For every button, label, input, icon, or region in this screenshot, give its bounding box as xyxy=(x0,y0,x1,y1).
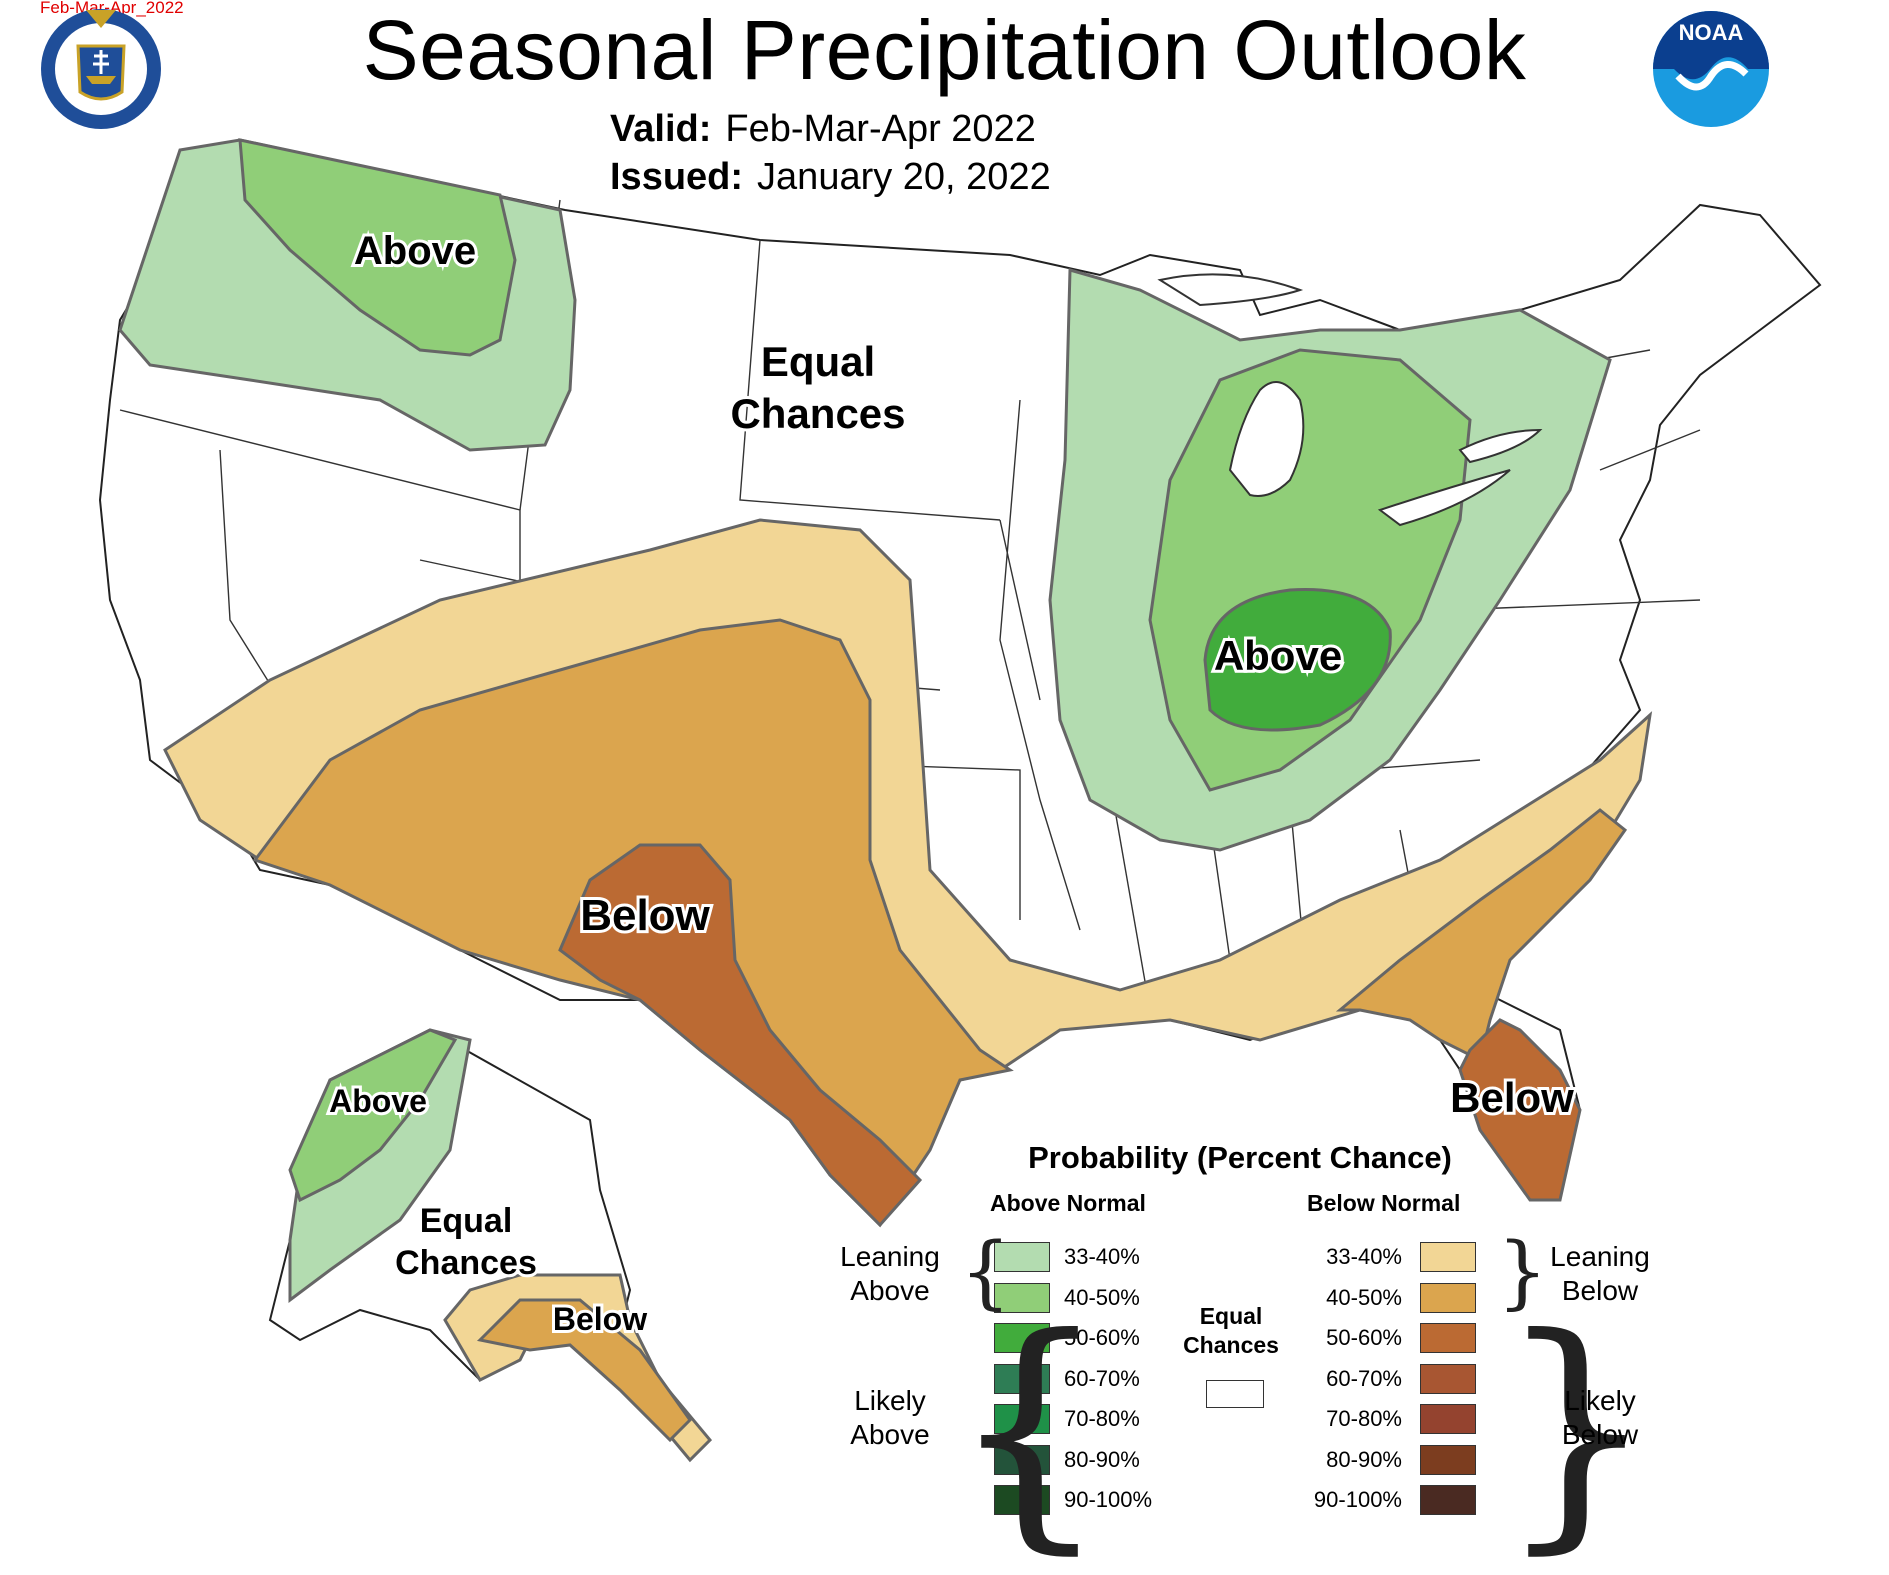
above-swatch-label: 80-90% xyxy=(1064,1446,1140,1472)
likely-below-brace: } xyxy=(1497,1284,1657,1575)
label-ohio-valley-above: Above xyxy=(1214,632,1342,679)
below-swatch xyxy=(1420,1404,1476,1434)
label-alaska-below: Below xyxy=(553,1301,647,1337)
above-swatch xyxy=(994,1242,1050,1272)
leaning-above-label: Leaning Above xyxy=(830,1240,950,1308)
leaning-above-line1: Leaning xyxy=(840,1241,940,1272)
label-central-equal: Equal xyxy=(761,338,875,385)
valid-value: Feb-Mar-Apr 2022 xyxy=(725,108,1036,150)
below-swatch-label: 70-80% xyxy=(1326,1406,1402,1431)
above-swatch xyxy=(994,1404,1050,1434)
leaning-below-line2: Below xyxy=(1561,1275,1639,1306)
label-florida-below: Below xyxy=(1450,1074,1574,1121)
above-swatch xyxy=(994,1363,1050,1394)
above-swatch xyxy=(994,1282,1050,1313)
label-alaska-equal: Equal xyxy=(420,1202,513,1240)
above-swatch-label: 70-80% xyxy=(1064,1406,1140,1431)
leaning-above-brace: { xyxy=(960,1225,1011,1318)
legend-title: Probability (Percent Chance) xyxy=(1028,1140,1452,1175)
below-swatch xyxy=(1420,1444,1476,1475)
above-swatch-label: 50-60% xyxy=(1064,1325,1140,1350)
issued-value: January 20, 2022 xyxy=(757,156,1051,198)
florida-below-50-60 xyxy=(1458,1018,1582,1202)
above-swatch-label: 40-50% xyxy=(1064,1284,1140,1310)
below-swatch-label: 40-50% xyxy=(1326,1284,1402,1310)
likely-above-label: Likely Above xyxy=(830,1384,950,1452)
equal-chances-swatch xyxy=(1206,1380,1264,1408)
noaa-logo: NOAA xyxy=(1649,7,1773,131)
below-swatch xyxy=(1420,1242,1476,1272)
valid-row: Valid: Feb-Mar-Apr 2022 xyxy=(610,108,1036,151)
above-swatch xyxy=(994,1485,1050,1515)
department-of-commerce-seal xyxy=(41,9,161,129)
below-swatch xyxy=(1420,1363,1476,1394)
legend-below-heading: Below Normal xyxy=(1307,1190,1461,1216)
equal-chances-legend-label: Equal Chances xyxy=(1176,1302,1286,1360)
likely-above-brace: { xyxy=(950,1284,1110,1575)
issued-label: Issued: xyxy=(610,156,744,198)
label-central-chances: Chances xyxy=(730,390,905,437)
below-swatch-label: 50-60% xyxy=(1326,1325,1402,1350)
likely-below-line1: Likely xyxy=(1564,1385,1636,1416)
above-swatch-label: 33-40% xyxy=(1064,1244,1140,1269)
ohio-valley-above-50-60 xyxy=(1203,588,1392,732)
below-swatch xyxy=(1420,1323,1476,1353)
below-swatch xyxy=(1420,1282,1476,1313)
legend-above-heading: Above Normal xyxy=(990,1190,1146,1216)
equal-chances-line1: Equal xyxy=(1199,1303,1263,1329)
file-label: Feb-Mar-Apr_2022 xyxy=(40,0,184,17)
valid-label: Valid: xyxy=(610,108,712,150)
likely-below-label: Likely Below xyxy=(1540,1384,1660,1452)
leaning-below-line1: Leaning xyxy=(1550,1241,1650,1272)
below-swatch-label: 60-70% xyxy=(1326,1365,1402,1391)
above-swatch xyxy=(994,1444,1050,1475)
above-swatch-label: 60-70% xyxy=(1064,1365,1140,1391)
label-alaska-chances: Chances xyxy=(395,1244,537,1282)
below-swatch-label: 90-100% xyxy=(1313,1487,1402,1512)
below-swatch-label: 80-90% xyxy=(1326,1446,1402,1472)
above-swatch-label: 90-100% xyxy=(1064,1487,1153,1512)
label-southwest-below: Below xyxy=(580,891,710,940)
leaning-above-line2: Above xyxy=(850,1275,930,1306)
leaning-below-label: Leaning Below xyxy=(1540,1240,1660,1308)
southeast-below-40-50 xyxy=(1335,808,1628,1063)
equal-chances-line2: Chances xyxy=(1183,1332,1279,1358)
likely-below-line2: Below xyxy=(1561,1419,1639,1450)
noaa-logo-text: NOAA xyxy=(1679,20,1744,45)
likely-above-line1: Likely xyxy=(854,1385,926,1416)
below-swatch-label: 33-40% xyxy=(1326,1244,1402,1269)
likely-above-line2: Above xyxy=(850,1419,930,1450)
great-lakes xyxy=(1157,273,1543,527)
alaska-above-40-50 xyxy=(288,1028,458,1203)
below-swatch xyxy=(1420,1485,1476,1515)
alaska-below-40-50 xyxy=(476,1298,692,1443)
issued-row: Issued: January 20, 2022 xyxy=(610,156,1051,199)
precipitation-outlook-map: Above Equal Chances Above Below Below Ab… xyxy=(98,138,1822,1463)
label-northwest-above: Above xyxy=(354,229,476,273)
label-alaska-above: Above xyxy=(329,1083,427,1119)
above-swatch xyxy=(994,1323,1050,1353)
texas-below-50-60 xyxy=(558,843,923,1228)
leaning-below-brace: } xyxy=(1497,1225,1548,1318)
page-title: Seasonal Precipitation Outlook xyxy=(362,3,1527,97)
northwest-above-40-50 xyxy=(238,138,517,357)
